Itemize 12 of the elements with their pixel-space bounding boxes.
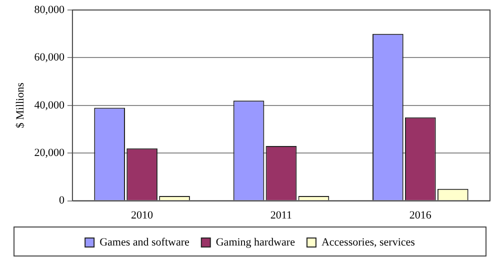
- y-tick-label: 60,000: [34, 52, 65, 64]
- x-tick-label: 2016: [409, 209, 432, 222]
- x-tick-label: 2010: [131, 209, 154, 222]
- x-tick-label: 2011: [270, 209, 292, 222]
- y-tick-label: 0: [58, 194, 65, 207]
- y-tick-label: 40,000: [34, 99, 65, 112]
- legend-label: Games and software: [100, 236, 190, 248]
- y-axis-title: $ Millions: [14, 82, 26, 128]
- legend-label: Gaming hardware: [216, 236, 296, 248]
- y-tick-label: 20,000: [34, 146, 65, 159]
- legend-label: Accessories, services: [321, 236, 415, 248]
- y-tick-label: 80,000: [34, 4, 65, 16]
